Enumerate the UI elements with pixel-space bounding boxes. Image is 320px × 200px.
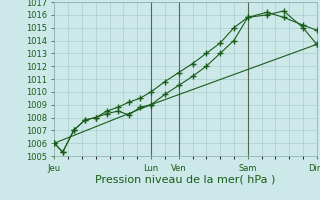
X-axis label: Pression niveau de la mer( hPa ): Pression niveau de la mer( hPa ) — [95, 174, 276, 184]
